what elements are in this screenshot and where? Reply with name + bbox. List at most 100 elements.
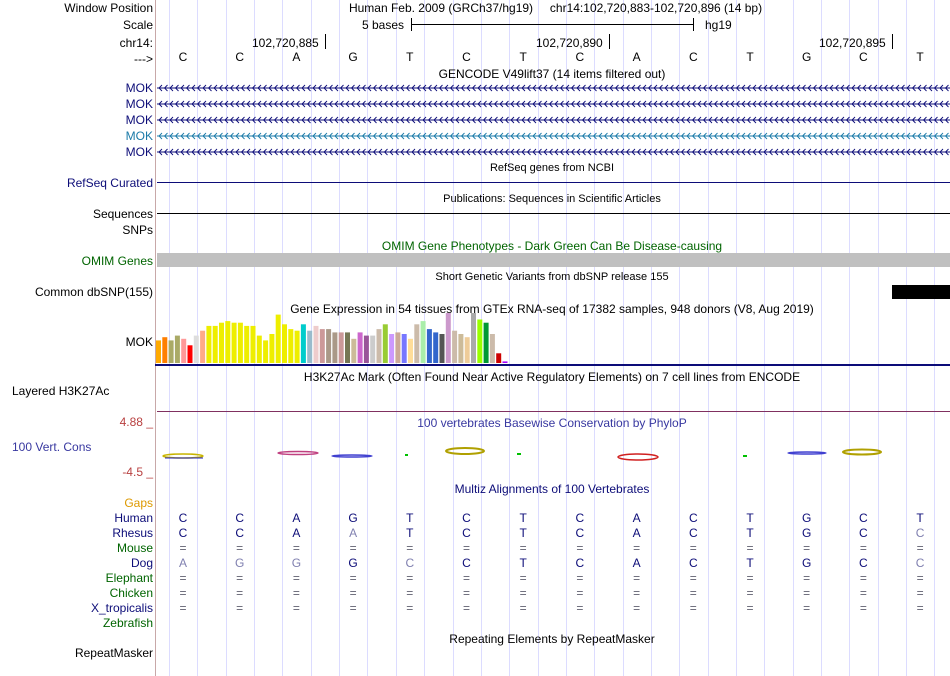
grid-line bbox=[849, 0, 850, 676]
species-label[interactable]: Dog bbox=[130, 556, 153, 570]
repeatmasker-track-title[interactable]: Repeating Elements by RepeatMasker bbox=[449, 632, 655, 646]
strand-chevron bbox=[889, 84, 894, 92]
h3k27ac-track-title[interactable]: H3K27Ac Mark (Often Found Near Active Re… bbox=[303, 370, 801, 384]
strand-chevron bbox=[218, 116, 223, 124]
species-label[interactable]: Elephant bbox=[105, 571, 153, 585]
gaps-label[interactable]: Gaps bbox=[124, 496, 153, 510]
refseq-label[interactable]: RefSeq Curated bbox=[66, 176, 153, 190]
gtex-bar-chart[interactable] bbox=[155, 310, 950, 368]
gtex-track-title[interactable]: Gene Expression in 54 tissues from GTEx … bbox=[290, 302, 814, 316]
refseq-gene-line[interactable] bbox=[157, 182, 950, 183]
strand-chevron bbox=[851, 148, 856, 156]
strand-chevron bbox=[680, 132, 685, 140]
gencode-transcript[interactable] bbox=[157, 115, 950, 125]
gencode-item-label[interactable]: MOK bbox=[125, 81, 153, 95]
strand-chevron bbox=[680, 84, 685, 92]
strand-chevron bbox=[548, 84, 553, 92]
dbsnp-label[interactable]: Common dbSNP(155) bbox=[34, 285, 153, 299]
gencode-item-label[interactable]: MOK bbox=[125, 113, 153, 127]
strand-chevron bbox=[658, 100, 663, 108]
aligned-base: = bbox=[803, 571, 811, 585]
gencode-transcript[interactable] bbox=[157, 131, 950, 141]
dbsnp-track-title[interactable]: Short Genetic Variants from dbSNP releas… bbox=[435, 271, 669, 283]
strand-chevron bbox=[752, 100, 757, 108]
species-label[interactable]: Human bbox=[114, 511, 153, 525]
gencode-transcript[interactable] bbox=[157, 147, 950, 157]
gencode-item-label[interactable]: MOK bbox=[125, 97, 153, 111]
aligned-base: = bbox=[803, 601, 811, 615]
strand-chevron bbox=[449, 148, 454, 156]
omim-label[interactable]: OMIM Genes bbox=[81, 254, 153, 268]
strand-chevron bbox=[268, 84, 273, 92]
phylop-conservation-glyphs[interactable] bbox=[155, 440, 950, 470]
multiz-track-title[interactable]: Multiz Alignments of 100 Vertebrates bbox=[454, 482, 650, 496]
gtex-tissue-bar bbox=[237, 322, 243, 363]
strand-chevron bbox=[642, 84, 647, 92]
gtex-tissue-bar bbox=[313, 325, 319, 363]
strand-chevron bbox=[504, 100, 509, 108]
strand-chevron bbox=[290, 148, 295, 156]
publications-track-title[interactable]: Publications: Sequences in Scientific Ar… bbox=[443, 193, 661, 205]
strand-chevron bbox=[933, 116, 938, 124]
strand-chevron bbox=[724, 132, 729, 140]
strand-chevron bbox=[878, 84, 883, 92]
strand-chevron bbox=[790, 100, 795, 108]
strand-chevron bbox=[191, 84, 196, 92]
label-separator[interactable] bbox=[155, 0, 156, 676]
strand-chevron bbox=[356, 100, 361, 108]
strand-chevron bbox=[174, 116, 179, 124]
refseq-track-title[interactable]: RefSeq genes from NCBI bbox=[489, 162, 615, 174]
omim-phenotype-bar[interactable] bbox=[157, 253, 950, 267]
gtex-gene-label[interactable]: MOK bbox=[125, 335, 153, 349]
gencode-transcript[interactable] bbox=[157, 83, 950, 93]
species-label[interactable]: Chicken bbox=[109, 586, 153, 600]
strand-chevron bbox=[262, 116, 267, 124]
strand-chevron bbox=[867, 148, 872, 156]
aligned-base: A bbox=[178, 556, 187, 570]
species-label[interactable]: Rhesus bbox=[112, 526, 153, 540]
strand-chevron bbox=[713, 100, 718, 108]
dbsnp-variant-block[interactable] bbox=[892, 285, 950, 299]
strand-chevron bbox=[922, 148, 927, 156]
strand-chevron bbox=[427, 148, 432, 156]
gencode-item-label[interactable]: MOK bbox=[125, 145, 153, 159]
omim-track-title[interactable]: OMIM Gene Phenotypes - Dark Green Can Be… bbox=[381, 239, 723, 253]
strand-chevron bbox=[521, 100, 526, 108]
gencode-transcript[interactable] bbox=[157, 99, 950, 109]
gencode-item-label[interactable]: MOK bbox=[125, 129, 153, 143]
gencode-track-title[interactable]: GENCODE V49lift37 (14 items filtered out… bbox=[438, 67, 666, 81]
strand-chevron bbox=[669, 100, 674, 108]
strand-chevron bbox=[499, 116, 504, 124]
species-label[interactable]: Mouse bbox=[116, 541, 153, 555]
publications-sequence-line[interactable] bbox=[157, 213, 950, 214]
publications-sequences-label[interactable]: Sequences bbox=[92, 207, 153, 221]
aligned-base: = bbox=[746, 571, 754, 585]
h3k27ac-label[interactable]: Layered H3K27Ac bbox=[12, 384, 110, 398]
strand-chevron bbox=[455, 100, 460, 108]
gtex-tissue-bar bbox=[338, 332, 344, 363]
aligned-base: T bbox=[519, 526, 527, 540]
repeatmasker-label[interactable]: RepeatMasker bbox=[74, 646, 153, 660]
species-label[interactable]: Zebrafish bbox=[102, 616, 153, 630]
gtex-tissue-bar bbox=[231, 322, 237, 363]
strand-chevron bbox=[394, 84, 399, 92]
strand-chevron bbox=[906, 148, 911, 156]
strand-chevron bbox=[306, 84, 311, 92]
species-label[interactable]: X_tropicalis bbox=[90, 601, 153, 615]
aligned-base: = bbox=[236, 541, 244, 555]
strand-chevron bbox=[455, 148, 460, 156]
phylop-label[interactable]: 100 Vert. Cons bbox=[12, 440, 92, 454]
strand-chevron bbox=[312, 132, 317, 140]
strand-chevron bbox=[279, 132, 284, 140]
strand-chevron bbox=[790, 84, 795, 92]
strand-chevron bbox=[224, 148, 229, 156]
strand-chevron bbox=[532, 148, 537, 156]
strand-chevron bbox=[878, 116, 883, 124]
strand-chevron bbox=[460, 116, 465, 124]
phylop-track-title[interactable]: 100 vertebrates Basewise Conservation by… bbox=[417, 416, 687, 430]
strand-chevron bbox=[499, 100, 504, 108]
strand-chevron bbox=[218, 84, 223, 92]
publications-snps-label[interactable]: SNPs bbox=[122, 223, 153, 237]
strand-chevron bbox=[845, 116, 850, 124]
